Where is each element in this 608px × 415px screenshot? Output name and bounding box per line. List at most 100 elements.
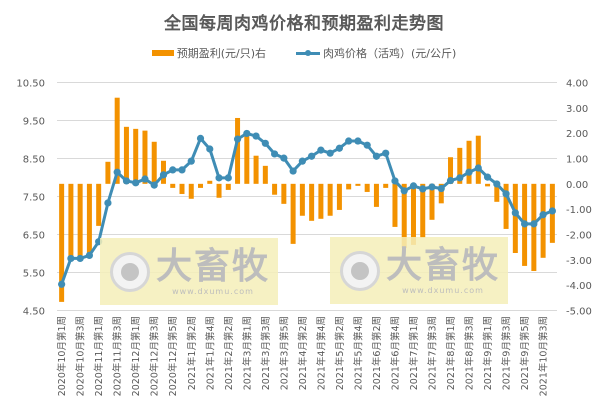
x-axis-tick: 2021年8月第1周: [445, 316, 457, 390]
profit-bar: [198, 183, 204, 188]
profit-bar: [290, 183, 296, 244]
x-axis-tick: 2021年1月第2周: [186, 316, 198, 390]
profit-bar: [142, 130, 148, 184]
profit-bar: [336, 183, 342, 210]
y-axis-left-tick: 6.50: [23, 231, 45, 242]
profit-bar: [123, 126, 129, 184]
y-axis-right-tick: 0.00: [566, 180, 588, 191]
y-axis-right-tick: -3.00: [566, 256, 592, 267]
price-marker: [187, 157, 195, 165]
price-marker: [363, 141, 371, 149]
price-marker: [409, 182, 418, 190]
price-marker: [76, 254, 84, 263]
price-marker: [354, 137, 362, 145]
profit-bar: [281, 183, 287, 204]
y-axis-left-tick: 4.50: [23, 307, 45, 318]
price-marker: [270, 150, 279, 158]
price-marker: [141, 175, 149, 183]
y-axis-right-tick: -2.00: [566, 231, 592, 242]
profit-bar: [133, 128, 139, 184]
price-marker: [113, 168, 121, 176]
profit-bar: [96, 183, 102, 226]
price-marker: [520, 220, 529, 228]
x-axis-tick: 2021年8月第3周: [464, 316, 476, 390]
x-axis-tick: 2021年5月第4周: [352, 316, 364, 390]
profit-bar: [235, 117, 241, 184]
profit-bar: [448, 157, 454, 184]
profit-bar: [77, 183, 83, 258]
price-marker: [150, 181, 158, 189]
y-axis-right-tick: 2.00: [566, 129, 588, 140]
price-marker: [372, 152, 381, 160]
x-axis-tick: 2020年10月第1周: [56, 316, 68, 396]
price-marker: [400, 187, 408, 195]
x-axis-tick: 2020年12月第1周: [130, 316, 142, 396]
profit-bar: [466, 140, 472, 184]
profit-bar: [410, 183, 416, 245]
profit-bar: [68, 183, 74, 258]
y-axis-left-tick: 7.50: [23, 193, 45, 204]
x-axis-tick: 2021年9月第3周: [501, 316, 513, 390]
profit-bar: [179, 183, 185, 194]
y-axis-right-tick: -5.00: [566, 307, 592, 318]
profit-bar: [207, 180, 213, 184]
price-marker: [289, 167, 297, 175]
profit-bar: [494, 183, 500, 202]
profit-bar: [59, 183, 65, 302]
y-axis-right-tick: -1.00: [566, 205, 592, 216]
x-axis-tick: 2021年4月第2周: [297, 316, 309, 390]
x-axis-tick: 2021年7月第3周: [427, 316, 439, 390]
x-axis-tick: 2021年9月第1周: [482, 316, 494, 390]
price-marker: [326, 149, 334, 157]
legend-item-profit[interactable]: 预期盈利(元/只)右: [151, 45, 266, 61]
price-marker: [243, 129, 251, 138]
x-axis-tick: 2021年4月第4周: [315, 316, 327, 390]
profit-bar: [151, 141, 157, 184]
price-marker: [233, 135, 242, 143]
y-axis-right-tick: 3.00: [566, 104, 588, 115]
profit-bar: [216, 183, 222, 198]
y-axis-right-tick: 4.00: [566, 79, 588, 90]
profit-bar: [105, 161, 111, 184]
price-marker: [132, 179, 140, 187]
price-marker: [456, 174, 464, 182]
bar-swatch-icon: [151, 50, 174, 56]
x-axis-tick: 2020年11月第3周: [112, 316, 124, 396]
profit-bar: [272, 183, 278, 195]
profit-bar: [86, 183, 92, 258]
price-marker: [298, 157, 306, 165]
x-axis-tick: 2020年12月第3周: [149, 316, 161, 396]
price-marker: [511, 209, 519, 217]
profit-bar: [383, 183, 389, 188]
price-marker: [159, 171, 168, 179]
x-axis-tick: 2021年9月第5周: [519, 316, 531, 390]
watermark-2: 大畜牧 www.dxumu.com: [330, 237, 508, 304]
watermark-eye-logo-icon: [110, 251, 150, 292]
price-marker: [419, 185, 427, 193]
price-marker: [85, 251, 94, 259]
profit-bar: [485, 183, 491, 187]
price-marker: [335, 144, 344, 152]
profit-bar: [392, 183, 398, 227]
price-marker: [206, 145, 214, 153]
price-marker: [122, 177, 131, 185]
price-marker: [382, 149, 390, 157]
watermark-url: www.dxumu.com: [402, 286, 484, 295]
price-marker: [178, 166, 186, 174]
watermark-name: 大畜牧: [156, 246, 271, 287]
legend-label-profit: 预期盈利(元/只)右: [176, 47, 266, 60]
price-marker: [493, 180, 501, 188]
price-marker: [169, 166, 177, 174]
legend-item-price[interactable]: 肉鸡价格（活鸡）(元/公斤): [296, 45, 456, 61]
y-axis-left-tick: 8.50: [23, 155, 45, 166]
profit-bar: [346, 183, 352, 190]
price-marker: [308, 152, 316, 160]
price-marker: [483, 173, 492, 181]
price-marker: [58, 280, 66, 288]
price-marker: [391, 177, 399, 185]
profit-bar: [170, 183, 176, 188]
x-axis-tick: 2020年10月第3周: [75, 316, 87, 396]
watermark-name: 大畜牧: [386, 245, 501, 286]
profit-bar: [429, 183, 435, 220]
